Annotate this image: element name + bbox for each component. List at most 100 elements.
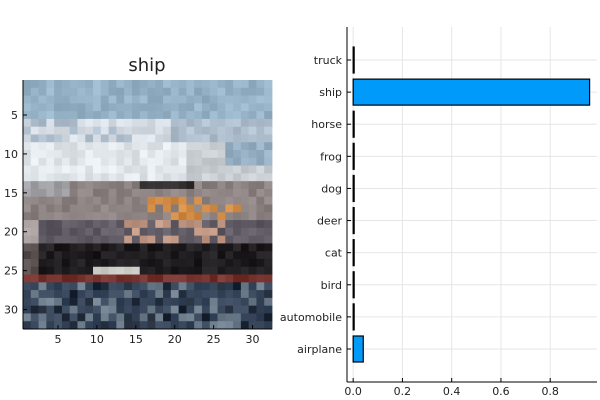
image-pixel xyxy=(124,321,133,330)
image-pixel xyxy=(194,118,203,128)
image-pixel xyxy=(256,266,265,275)
image-pixel xyxy=(217,243,226,252)
image-pixel xyxy=(256,134,265,143)
image-pixel xyxy=(108,290,117,299)
image-pixel xyxy=(131,95,141,104)
image-pixel xyxy=(240,212,250,221)
image-pixel xyxy=(116,243,125,252)
image-pixel xyxy=(240,282,250,291)
image-pixel xyxy=(54,235,63,244)
image-pixel xyxy=(264,95,273,104)
image-pixel xyxy=(264,212,273,221)
image-pixel xyxy=(163,118,172,128)
image-pixel xyxy=(264,118,273,128)
image-pixel xyxy=(23,142,32,151)
image-pixel xyxy=(217,188,226,198)
image-pixel xyxy=(178,251,187,260)
image-pixel xyxy=(85,142,94,151)
image-pixel xyxy=(209,80,218,89)
image-pixel xyxy=(69,313,78,322)
image-pixel xyxy=(178,157,187,166)
image-pixel xyxy=(54,220,63,229)
image-pixel xyxy=(217,103,226,112)
image-pixel xyxy=(93,220,102,229)
image-pixel xyxy=(155,258,164,268)
image-pixel xyxy=(61,181,71,190)
image-pixel xyxy=(54,157,63,166)
image-pixel xyxy=(85,321,94,330)
image-pixel xyxy=(131,220,141,229)
image-pixel xyxy=(240,150,250,159)
image-pixel xyxy=(147,188,156,198)
image-pixel xyxy=(201,150,211,159)
image-pixel xyxy=(100,142,109,151)
image-pixel xyxy=(69,212,78,221)
image-pixel xyxy=(124,313,133,322)
image-pixel xyxy=(38,142,47,151)
image-pixel xyxy=(38,103,47,112)
image-pixel xyxy=(100,235,109,244)
image-pixel xyxy=(61,220,71,229)
image-pixel xyxy=(147,212,156,221)
image-pixel xyxy=(46,220,55,229)
image-pixel xyxy=(264,173,273,182)
image-pixel xyxy=(233,103,242,112)
image-pixel xyxy=(186,80,195,89)
image-pixel xyxy=(194,212,203,221)
bar-chart-panel: 0.0 0.2 0.4 0.6 0.8 airplane automobile bird cat… xyxy=(280,27,597,398)
image-pixel xyxy=(178,297,187,307)
image-pixel xyxy=(201,165,211,174)
image-pixel xyxy=(186,95,195,104)
image-pixel xyxy=(163,258,172,268)
image-pixel xyxy=(38,235,47,244)
image-pixel xyxy=(186,111,195,120)
image-pixel xyxy=(54,142,63,151)
image-pixel xyxy=(194,87,203,96)
image-pixel xyxy=(233,188,242,198)
bar-category-label: cat xyxy=(325,247,343,260)
image-pixel xyxy=(100,204,109,213)
image-pixel xyxy=(54,204,63,213)
image-pixel xyxy=(54,118,63,128)
image-pixel xyxy=(38,196,47,205)
image-pixel xyxy=(240,173,250,182)
image-pixel xyxy=(30,282,39,291)
image-pixel xyxy=(54,243,63,252)
image-pixel xyxy=(100,80,109,89)
image-pixel xyxy=(108,305,117,314)
image-pixel xyxy=(256,235,265,244)
image-pixel xyxy=(163,95,172,104)
image-pixel xyxy=(225,126,234,135)
image-pixel xyxy=(69,103,78,112)
image-pixel xyxy=(100,313,109,322)
image-pixel xyxy=(131,157,141,166)
image-pixel xyxy=(54,95,63,104)
image-pixel xyxy=(194,188,203,198)
image-pixel xyxy=(217,181,226,190)
bar-category-label: frog xyxy=(320,150,342,163)
image-pixel xyxy=(30,150,39,159)
image-pixel xyxy=(256,87,265,96)
image-pixel xyxy=(23,282,32,291)
image-pixel xyxy=(155,165,164,174)
image-pixel xyxy=(186,274,195,283)
image-pixel xyxy=(147,235,156,244)
image-pixel xyxy=(209,227,218,237)
image-pixel xyxy=(100,118,109,128)
image-pixel xyxy=(256,80,265,89)
image-pixel xyxy=(201,103,211,112)
image-pixel xyxy=(194,196,203,205)
image-pixel xyxy=(131,235,141,244)
image-pixel xyxy=(116,321,125,330)
image-pixel xyxy=(100,321,109,330)
image-pixel xyxy=(23,173,32,182)
image-pixel xyxy=(217,290,226,299)
image-pixel xyxy=(240,126,250,135)
image-pixel xyxy=(131,227,141,237)
image-pixel xyxy=(139,282,148,291)
image-pixel xyxy=(217,321,226,330)
image-pixel xyxy=(116,103,125,112)
image-pixel xyxy=(23,126,32,135)
image-pixel xyxy=(256,258,265,268)
image-pixel xyxy=(69,126,78,135)
